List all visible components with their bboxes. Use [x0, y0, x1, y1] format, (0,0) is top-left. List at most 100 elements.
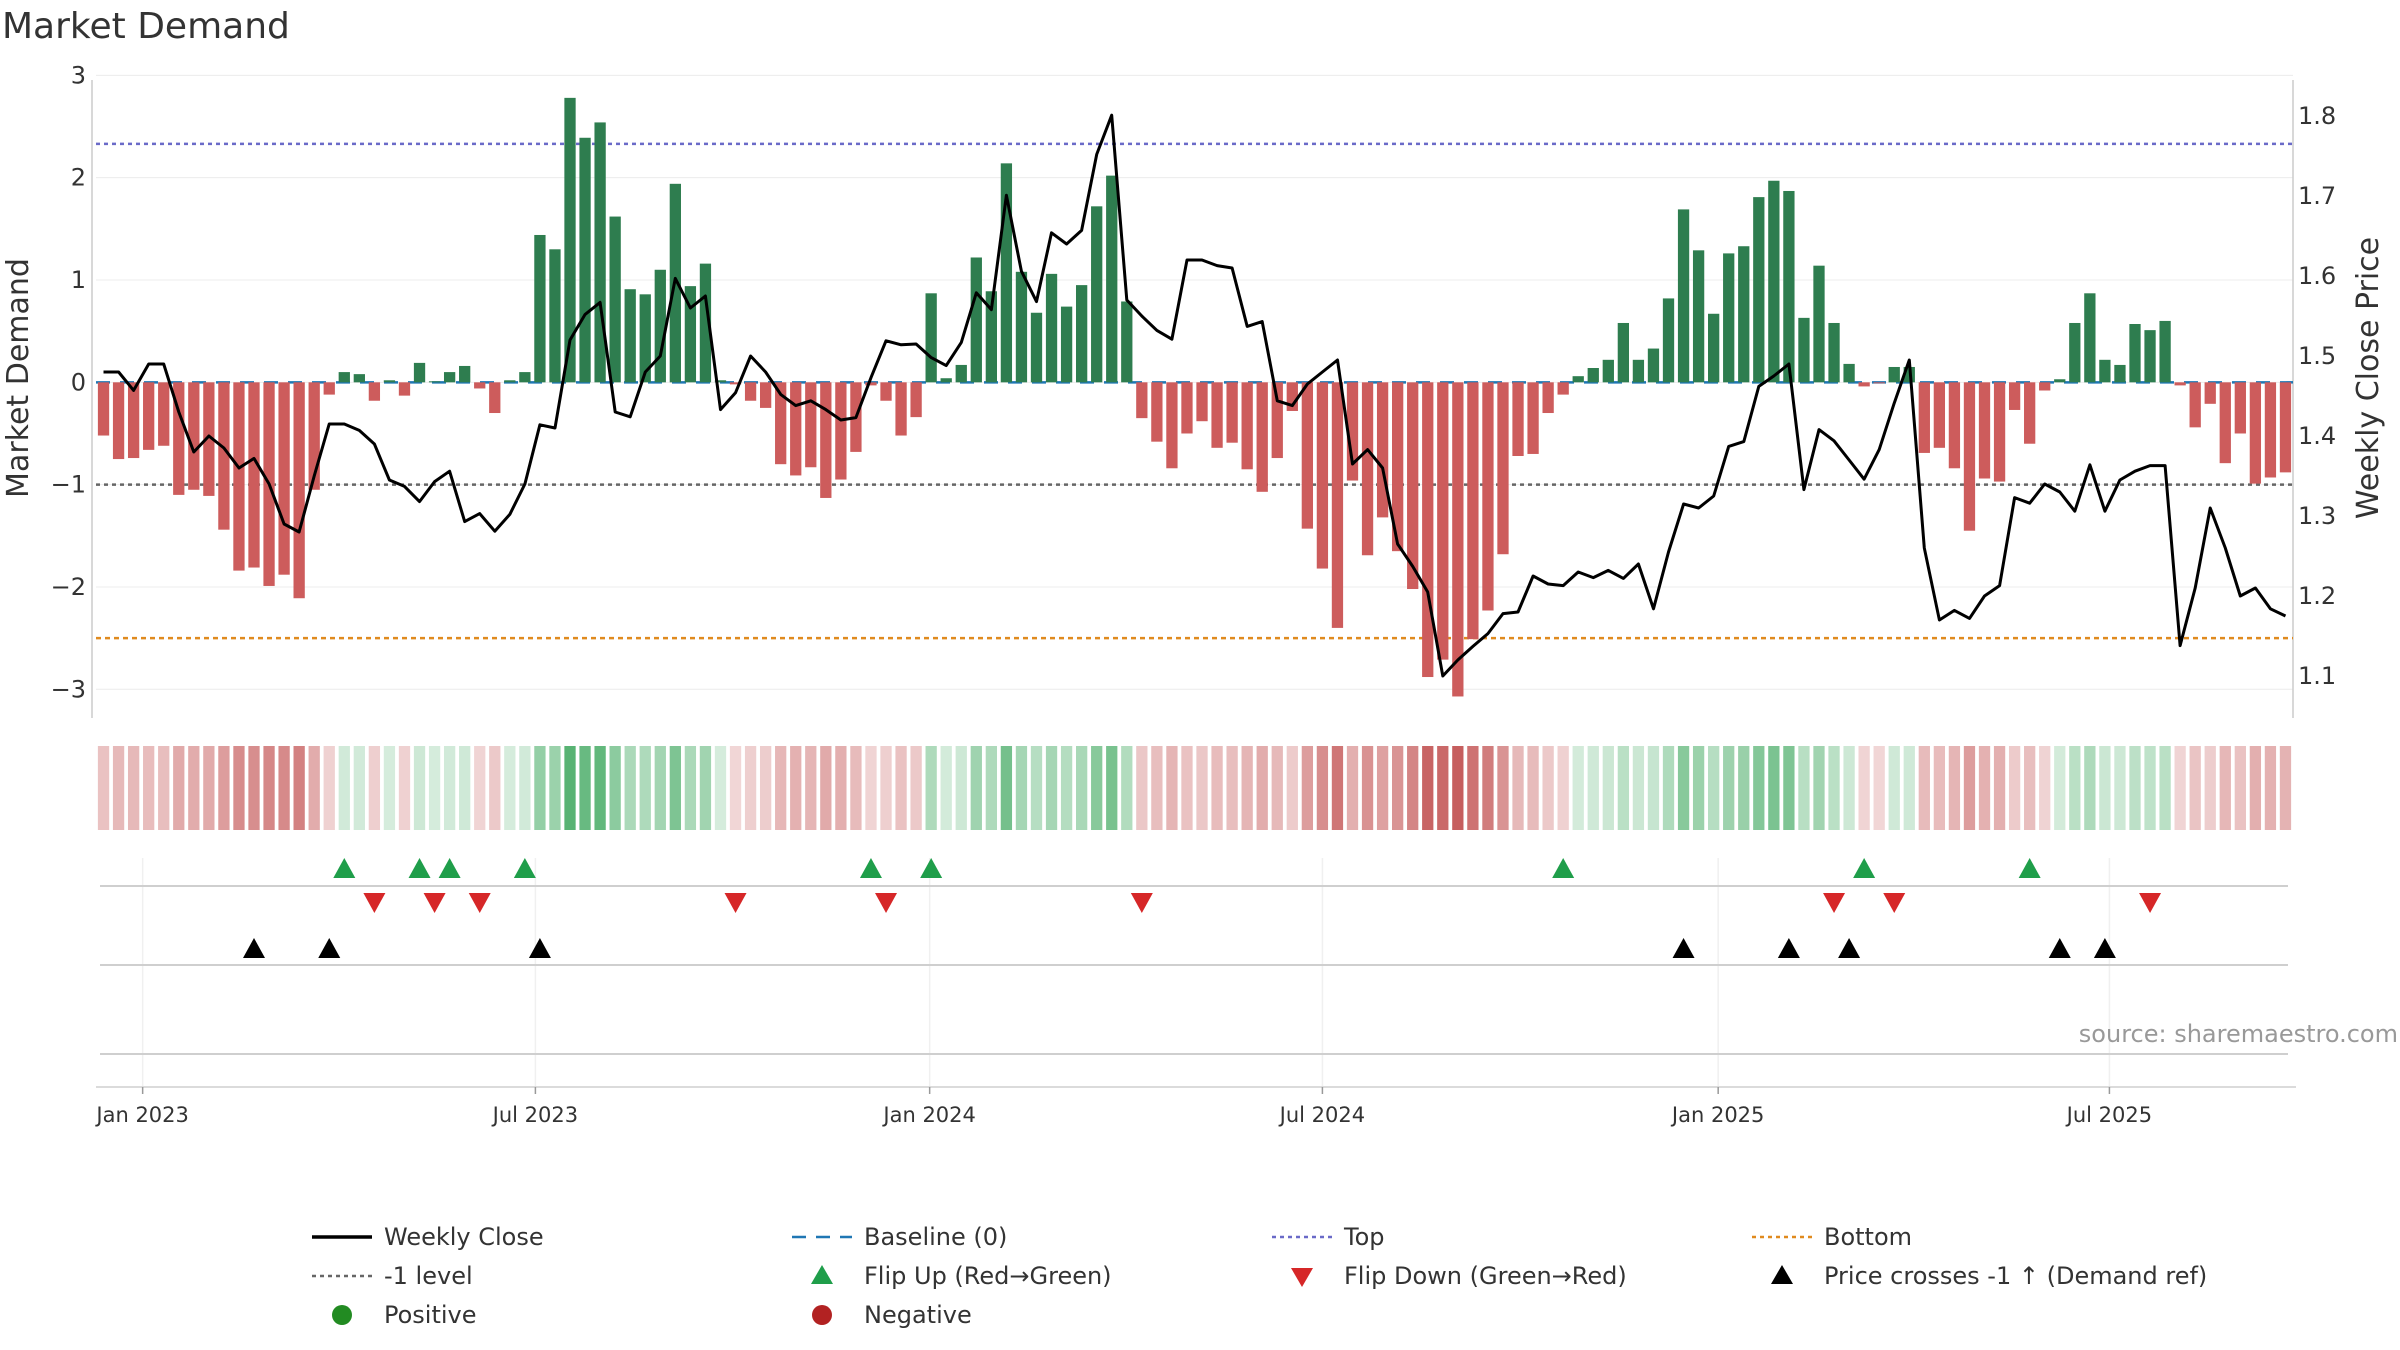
legend-item: Top	[1272, 1223, 1385, 1251]
demand-bar	[2204, 382, 2216, 404]
demand-strip-cell	[639, 746, 651, 830]
flip-down-marker	[363, 893, 386, 913]
demand-bar	[865, 382, 877, 386]
y-axis-label: Market Demand	[1, 258, 36, 498]
demand-bar	[1136, 382, 1148, 419]
demand-strip-cell	[489, 746, 501, 830]
demand-bar	[97, 382, 110, 436]
demand-bar	[1602, 359, 1614, 383]
demand-bar	[940, 378, 952, 383]
y-tick-label: 2	[71, 164, 86, 192]
demand-bar	[955, 364, 967, 383]
demand-strip-cell	[1828, 746, 1840, 830]
demand-bar	[1843, 363, 1855, 383]
flip-down-marker	[1883, 893, 1906, 913]
demand-strip-cell	[1632, 746, 1645, 830]
demand-strip-cell	[714, 746, 727, 830]
demand-strip-cell	[248, 746, 260, 830]
demand-bar	[1331, 382, 1344, 628]
flip-down-marker	[2139, 893, 2162, 913]
demand-bar	[2279, 382, 2292, 473]
demand-bar	[218, 382, 230, 530]
demand-strip-cell	[293, 746, 305, 830]
demand-strip-cell	[1166, 746, 1178, 830]
demand-bar	[368, 382, 381, 401]
demand-bar	[2174, 382, 2186, 386]
demand-bar	[1783, 190, 1795, 383]
demand-bar	[2234, 382, 2246, 434]
demand-bar	[173, 382, 185, 495]
demand-bar	[127, 382, 140, 459]
flip-up-marker	[438, 858, 461, 878]
flip-up-marker	[859, 858, 882, 878]
demand-strip-cell	[895, 746, 907, 830]
demand-bar	[1452, 382, 1464, 697]
demand-strip-cell	[1662, 746, 1675, 830]
demand-bar	[1407, 382, 1419, 590]
demand-bar	[1527, 382, 1539, 454]
demand-strip-cell	[1587, 746, 1599, 830]
legend-label: Bottom	[1824, 1223, 1912, 1251]
demand-strip-cell	[699, 746, 712, 830]
demand-bar	[2084, 293, 2096, 383]
demand-strip-cell	[1106, 746, 1118, 830]
demand-bar	[1075, 285, 1088, 383]
demand-bar	[1482, 382, 1494, 611]
demand-bar	[1662, 298, 1675, 383]
y2-axis-label: Weekly Close Price	[2351, 237, 2386, 519]
demand-bar	[1978, 382, 1991, 479]
demand-bar	[1060, 306, 1073, 383]
demand-strip-cell	[173, 746, 185, 830]
y2-tick-label: 1.1	[2298, 662, 2336, 690]
demand-strip-cell	[1858, 746, 1870, 830]
demand-bar	[1286, 382, 1298, 411]
demand-strip-cell	[97, 746, 110, 830]
demand-strip-cell	[1647, 746, 1660, 830]
demand-bar	[383, 380, 396, 383]
demand-strip-cell	[1993, 746, 2006, 830]
legend-label: Weekly Close	[384, 1223, 544, 1251]
demand-strip-cell	[1723, 746, 1735, 830]
demand-strip-cell	[443, 746, 456, 830]
demand-strip-cell	[609, 746, 621, 830]
y2-tick-label: 1.3	[2298, 502, 2336, 530]
demand-bar	[1106, 175, 1118, 383]
demand-strip-cell	[1572, 746, 1584, 830]
demand-bar	[1542, 382, 1554, 414]
demand-strip-cell	[790, 746, 802, 830]
date-tick-label: Jul 2024	[1278, 1103, 1365, 1127]
legend-item: Flip Up (Red→Green)	[811, 1262, 1112, 1290]
demand-strip-cell	[353, 746, 365, 830]
demand-strip-cell	[1181, 746, 1193, 830]
demand-bar	[158, 382, 170, 446]
demand-color-strip	[97, 746, 2292, 830]
demand-strip-cell	[1437, 746, 1449, 830]
flip-up-marker	[408, 858, 431, 878]
demand-bar	[1873, 382, 1885, 384]
date-tick-label: Jan 2024	[881, 1103, 976, 1127]
demand-strip-cell	[2144, 746, 2156, 830]
demand-strip-cell	[684, 746, 697, 830]
demand-bar	[1091, 206, 1103, 383]
legend: Weekly Close Baseline (0) Top Bottom -1 leve…	[312, 1223, 2207, 1329]
demand-strip-cell	[2039, 746, 2051, 830]
demand-strip-cell	[1196, 746, 1208, 830]
demand-bar	[293, 382, 305, 599]
demand-strip-cell	[1331, 746, 1344, 830]
demand-strip-cell	[1692, 746, 1705, 830]
demand-bar	[1677, 209, 1690, 383]
demand-bar	[1647, 348, 1660, 383]
demand-strip-cell	[985, 746, 997, 830]
demand-bar	[639, 294, 651, 383]
source-note: source: sharemaestro.com	[2079, 1020, 2398, 1048]
legend-swatch	[811, 1265, 833, 1284]
date-tick-label: Jan 2025	[1670, 1103, 1765, 1127]
demand-bar	[1392, 382, 1404, 552]
demand-strip-cell	[1918, 746, 1930, 830]
demand-strip-cell	[865, 746, 877, 830]
demand-strip-cell	[1407, 746, 1419, 830]
legend-swatch	[332, 1305, 352, 1325]
demand-bar	[744, 382, 757, 401]
demand-strip-cell	[940, 746, 952, 830]
y2-tick-label: 1.6	[2298, 262, 2336, 290]
